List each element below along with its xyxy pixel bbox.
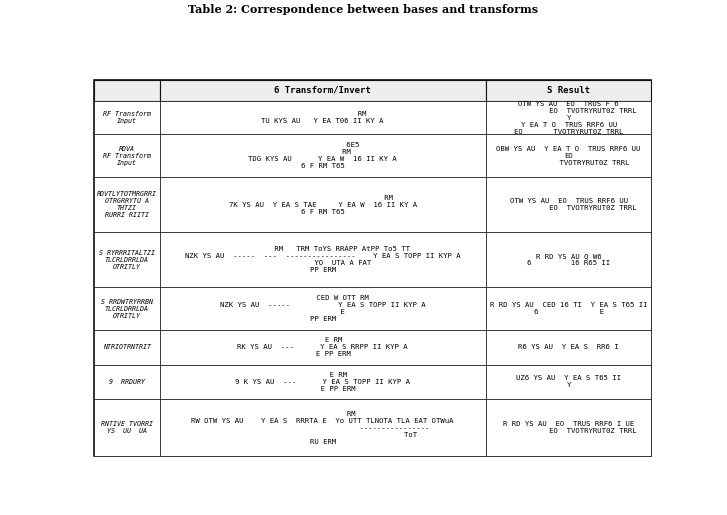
Bar bbox=[159, 80, 486, 101]
Bar bbox=[159, 232, 486, 287]
Bar bbox=[486, 134, 651, 177]
Bar bbox=[159, 287, 486, 330]
Text: R RD YS AU  CED 16 TI  Y EA S T65 II
6              E: R RD YS AU CED 16 TI Y EA S T65 II 6 E bbox=[490, 302, 648, 315]
Text: UZ6 YS AU  Y EA S T65 II
Y: UZ6 YS AU Y EA S T65 II Y bbox=[516, 375, 621, 388]
Bar bbox=[94, 101, 159, 134]
Text: E RM
RK YS AU  ---      Y EA S RRPP II KYP A
     E PP ERM: E RM RK YS AU --- Y EA S RRPP II KYP A E… bbox=[237, 337, 408, 357]
Text: 6 Transform/Invert: 6 Transform/Invert bbox=[274, 85, 371, 95]
Text: S Result: S Result bbox=[547, 85, 590, 95]
Bar bbox=[486, 399, 651, 456]
Bar bbox=[486, 365, 651, 399]
Text: R6 YS AU  Y EA S  RR6 I: R6 YS AU Y EA S RR6 I bbox=[518, 345, 619, 350]
Text: 6E5
           RM
TDG KYS AU      Y EA W  16 II KY A
6 F RM T65: 6E5 RM TDG KYS AU Y EA W 16 II KY A 6 F … bbox=[249, 142, 397, 169]
Text: OTW YS AU  EO  TRUS RRF6 UU
           EO  TVOTRYRUT0Z TRRL: OTW YS AU EO TRUS RRF6 UU EO TVOTRYRUT0Z… bbox=[501, 198, 636, 211]
Text: CED W OTT RM
NZK YS AU  -----           Y EA S TOPP II KYP A
         E
PP ERM: CED W OTT RM NZK YS AU ----- Y EA S TOPP… bbox=[220, 295, 425, 322]
Text: OBW YS AU  Y EA T O  TRUS RRF6 UU
EO
            TVOTRYRUT0Z TRRL: OBW YS AU Y EA T O TRUS RRF6 UU EO TVOTR… bbox=[497, 146, 640, 166]
Bar bbox=[94, 80, 159, 101]
Text: RM
7K YS AU  Y EA S TAE     Y EA W  16 II KY A
6 F RM T65: RM 7K YS AU Y EA S TAE Y EA W 16 II KY A… bbox=[228, 195, 417, 215]
Bar bbox=[159, 101, 486, 134]
Text: OTW YS AU  EO  TRUS F 6
           EO  TVOTRYRUT0Z TRRL
Y
Y EA T O  TRUS RRF6 UU: OTW YS AU EO TRUS F 6 EO TVOTRYRUT0Z TRR… bbox=[501, 100, 636, 134]
Text: RF Transform
Input: RF Transform Input bbox=[103, 111, 150, 124]
Text: R RD YS AU  EO  TRUS RRF6 I UE
           EO  TVOTRYRUT0Z TRRL: R RD YS AU EO TRUS RRF6 I UE EO TVOTRYRU… bbox=[501, 421, 636, 434]
Text: RDVA
RF Transform
Input: RDVA RF Transform Input bbox=[103, 146, 150, 166]
Bar bbox=[159, 365, 486, 399]
Text: 9  RRDURY: 9 RRDURY bbox=[108, 379, 145, 385]
Bar bbox=[94, 365, 159, 399]
Bar bbox=[94, 134, 159, 177]
Bar bbox=[486, 80, 651, 101]
Text: R RD YS AU Q W6
6         16 R65 II: R RD YS AU Q W6 6 16 R65 II bbox=[527, 253, 610, 266]
Bar bbox=[94, 177, 159, 232]
Text: S RYRRRITALTZI
TLCRLDRRLDA
OTRITLY: S RYRRRITALTZI TLCRLDRRLDA OTRITLY bbox=[99, 250, 155, 270]
Text: NTRIOTRNTRIT: NTRIOTRNTRIT bbox=[103, 345, 150, 350]
Bar bbox=[486, 177, 651, 232]
Bar bbox=[486, 101, 651, 134]
Text: E RM
9 K YS AU  ---      Y EA S TOPP II KYP A
       E PP ERM: E RM 9 K YS AU --- Y EA S TOPP II KYP A … bbox=[235, 372, 410, 392]
Bar bbox=[94, 330, 159, 365]
Text: RM   TRM ToYS RRAPP AtPP To5 TT
NZK YS AU  -----  ---  ----------------    Y EA : RM TRM ToYS RRAPP AtPP To5 TT NZK YS AU … bbox=[185, 246, 460, 273]
Bar bbox=[159, 134, 486, 177]
Bar bbox=[486, 232, 651, 287]
Text: RM
TU KYS AU   Y EA T06 II KY A: RM TU KYS AU Y EA T06 II KY A bbox=[262, 111, 384, 124]
Bar bbox=[486, 287, 651, 330]
Bar bbox=[94, 287, 159, 330]
Text: RDVTLYTOTMRGRRI
OTRGRRYTU A
THTZI
RURRI RIITI: RDVTLYTOTMRGRRI OTRGRRYTU A THTZI RURRI … bbox=[97, 191, 156, 218]
Text: Table 2: Correspondence between bases and transforms: Table 2: Correspondence between bases an… bbox=[188, 4, 539, 15]
Bar bbox=[159, 399, 486, 456]
Bar bbox=[94, 232, 159, 287]
Text: RNTIVE TVORRI
YS  UU  UA: RNTIVE TVORRI YS UU UA bbox=[100, 421, 153, 434]
Bar bbox=[94, 399, 159, 456]
Bar bbox=[486, 330, 651, 365]
Text: RM
RW OTW YS AU    Y EA S  RRRTA E  Yo UTT TLNOTA TLA EAT OTWuA
                : RM RW OTW YS AU Y EA S RRRTA E Yo UTT TL… bbox=[191, 411, 454, 445]
Text: S RRDWTRYRRBN
TLCRLDRRLDA
OTRITLY: S RRDWTRYRRBN TLCRLDRRLDA OTRITLY bbox=[100, 299, 153, 319]
Bar bbox=[159, 177, 486, 232]
Bar bbox=[159, 330, 486, 365]
